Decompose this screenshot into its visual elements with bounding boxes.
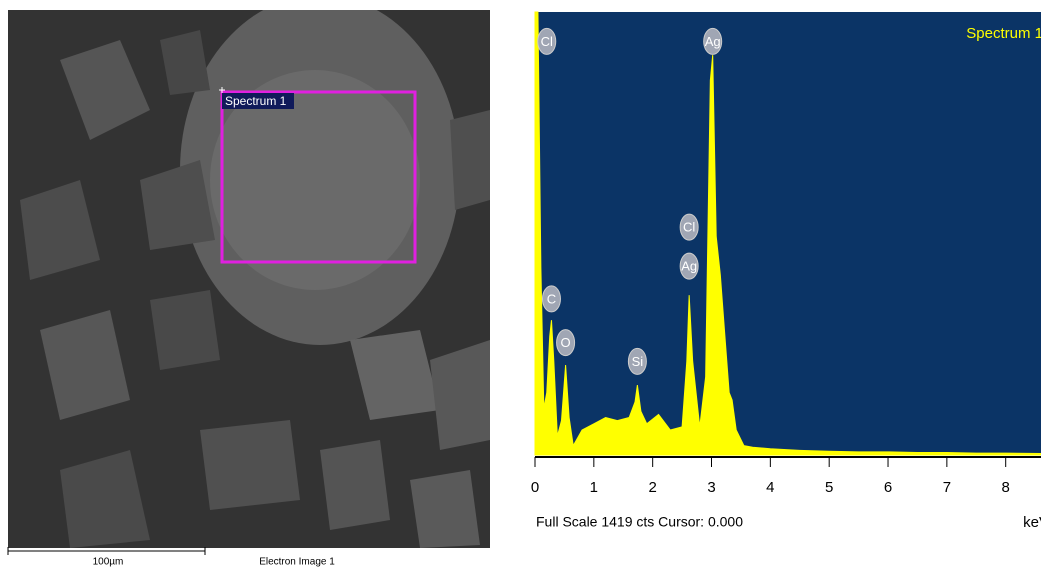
x-tick-label: 7 <box>943 479 951 496</box>
x-tick-label: 4 <box>766 479 774 496</box>
footer: Full Scale 1419 cts Cursor: 0.000 <box>536 514 743 530</box>
x-tick-label: 2 <box>649 479 657 496</box>
scale-bar <box>8 547 205 555</box>
peak-label: Ag <box>681 259 697 274</box>
peak-label: C <box>547 291 556 306</box>
peak-label: Cl <box>541 34 553 49</box>
x-tick-label: 3 <box>707 479 715 496</box>
x-unit: keV <box>1023 514 1041 531</box>
chart-title: Spectrum 1 <box>966 25 1041 42</box>
x-tick-label: 0 <box>531 479 539 496</box>
scale-label: 100µm <box>93 557 124 568</box>
spectrum-chart: 0 1 2 3 4 5 6 7 8 Cl Ag Cl Ag C O Si Spectrum 1 Full Scal… <box>531 12 1041 531</box>
peak-label: Si <box>632 354 644 369</box>
page: Spectrum 1 100µm Electron Image 1 0 1 2 3 4 5… <box>0 0 1041 568</box>
x-tick-label: 1 <box>590 479 598 496</box>
peak-label: Cl <box>683 220 695 235</box>
image-caption: Electron Image 1 <box>259 557 335 568</box>
x-tick-label: 5 <box>825 479 833 496</box>
x-tick-label: 6 <box>884 479 892 496</box>
peak-label: Ag <box>705 34 721 49</box>
peak-label: O <box>561 335 571 350</box>
x-tick-label: 8 <box>1002 479 1010 496</box>
sem-image <box>8 0 490 548</box>
plot-background <box>535 12 1041 455</box>
region-label: Spectrum 1 <box>225 94 287 108</box>
